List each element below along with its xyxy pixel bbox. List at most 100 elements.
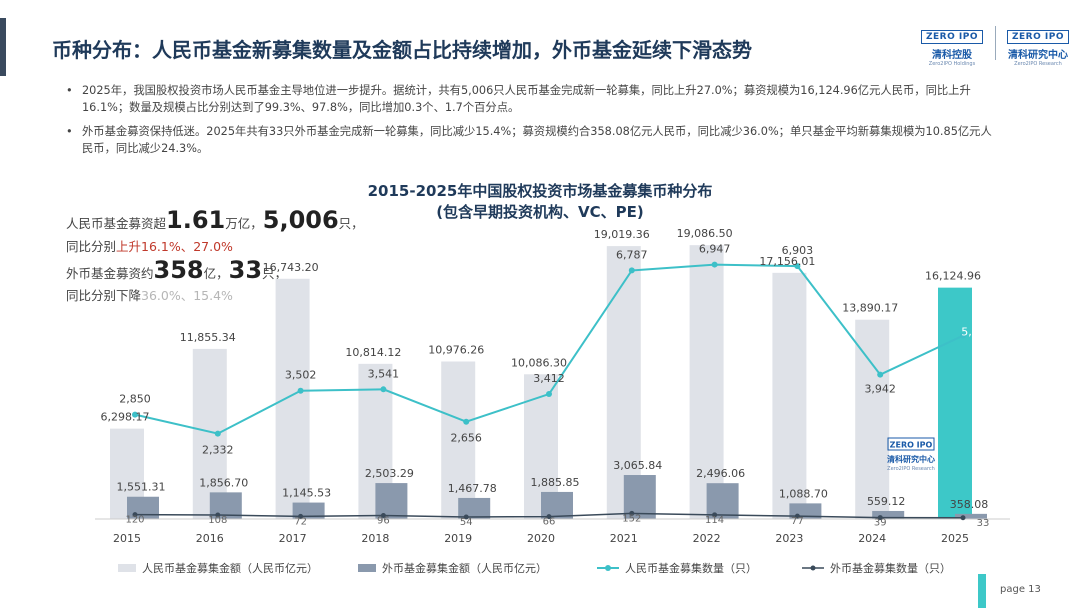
fx-count-point xyxy=(298,513,304,519)
fx-count-point xyxy=(215,512,221,518)
bullet-text: 外币基金募资保持低迷。2025年共有33只外币基金完成新一轮募集，同比减少15.… xyxy=(82,125,992,155)
rmb-count-label: 3,942 xyxy=(864,383,896,396)
bullet-text: 2025年，我国股权投资市场人民币基金主导地位进一步提升。据统计，共有5,006… xyxy=(82,84,971,114)
logo-name: 清科研究中心 xyxy=(1008,50,1068,61)
x-tick-label: 2020 xyxy=(527,532,555,545)
legend-marker-fx-count xyxy=(810,565,816,571)
fx-count-label: 54 xyxy=(460,517,473,528)
legend-label-fx-count: 外币基金募集数量（只） xyxy=(830,561,951,575)
legend-marker-rmb-count xyxy=(605,565,611,571)
rmb-amount-label: 19,019.36 xyxy=(594,228,650,241)
logo-divider xyxy=(995,26,996,60)
rmb-amount-label: 17,156.01 xyxy=(759,255,815,268)
bullet-dot: • xyxy=(66,125,73,138)
fx-amount-label: 1,145.53 xyxy=(282,487,331,500)
rmb-amount-bar xyxy=(275,278,310,519)
rmb-amount: 1.61 xyxy=(166,206,226,234)
rmb-amount-label: 19,086.50 xyxy=(677,227,733,240)
page-title: 币种分布：人民币基金新募集数量及金额占比持续增加，外币基金延续下滑态势 xyxy=(52,38,752,62)
legend-label-rmb-count: 人民币基金募集数量（只） xyxy=(625,561,757,575)
rmb-count-point xyxy=(794,263,801,270)
rmb-yoy-prefix: 同比分别 xyxy=(66,239,117,254)
rmb-amount-label: 16,743.20 xyxy=(263,261,319,274)
rmb-count-point xyxy=(960,332,966,339)
fx-count-label: 39 xyxy=(874,518,887,529)
watermark-logo-name: 清科研究中心 xyxy=(887,454,935,464)
x-tick-label: 2018 xyxy=(361,532,389,545)
bullet-item: • 外币基金募资保持低迷。2025年共有33只外币基金完成新一轮募集，同比减少1… xyxy=(66,123,996,157)
fx-amount-unit: 亿， xyxy=(203,266,229,281)
fx-amount-bar xyxy=(458,497,491,519)
fx-count-label: 77 xyxy=(791,516,804,527)
page-number: page 13 xyxy=(1000,584,1041,595)
rmb-count-point xyxy=(546,391,552,398)
x-tick-label: 2023 xyxy=(775,532,803,545)
x-tick-label: 2017 xyxy=(279,532,307,545)
fx-count-point xyxy=(132,512,138,518)
rmb-yoy-values: 上升16.1%、27.0% xyxy=(116,239,233,254)
rmb-count-label: 6,903 xyxy=(782,244,814,257)
fx-amount-label: 2,496.06 xyxy=(696,467,745,480)
rmb-amount-unit: 万亿， xyxy=(225,216,263,231)
fx-count-point xyxy=(380,512,386,518)
fx-count-label: 66 xyxy=(543,517,556,528)
fx-count-label: 152 xyxy=(622,513,641,524)
fx-amount-label: 1,088.70 xyxy=(779,487,828,500)
rmb-amount-label: 10,814.12 xyxy=(345,346,401,359)
rmb-count-label: 5,006 xyxy=(961,326,993,339)
zero2ipo-holdings-logo: ZERO IPO 清科控股 Zero2IPO Holdings xyxy=(912,24,992,67)
fx-count-unit: 只， xyxy=(262,266,288,281)
rmb-count-label: 6,947 xyxy=(699,243,731,256)
rmb-prefix: 人民币基金募资超 xyxy=(66,216,167,231)
fx-amount-label: 1,856.70 xyxy=(199,476,248,489)
watermark-logo-subtitle: Zero2IPO Research xyxy=(887,466,935,472)
rmb-count-point xyxy=(380,386,387,393)
bullet-item: • 2025年，我国股权投资市场人民币基金主导地位进一步提升。据统计，共有5,0… xyxy=(66,82,996,116)
fx-yoy-prefix: 同比分别下降 xyxy=(66,288,142,303)
rmb-count-label: 3,541 xyxy=(368,367,400,380)
rmb-amount-bar xyxy=(772,272,807,519)
fx-amount-label: 3,065.84 xyxy=(613,459,662,472)
fx-amount-label: 2,503.29 xyxy=(365,467,414,480)
fx-prefix: 外币基金募资约 xyxy=(66,266,154,281)
fx-callout: 外币基金募资约358亿，33只， xyxy=(66,256,287,284)
legend-swatch-rmb-amount xyxy=(118,564,136,572)
rmb-count-point xyxy=(628,267,635,274)
fx-count-point xyxy=(960,515,966,521)
fx-count-label: 108 xyxy=(208,515,227,526)
legend-swatch-fx-amount xyxy=(358,564,376,572)
rmb-count: 5,006 xyxy=(262,206,339,234)
fx-count-point xyxy=(712,512,718,518)
rmb-amount-label: 10,086.30 xyxy=(511,356,567,369)
x-tick-label: 2022 xyxy=(693,532,721,545)
bullet-dot: • xyxy=(66,84,73,97)
fx-count-label: 33 xyxy=(977,518,990,529)
fx-amount-bar xyxy=(375,483,408,519)
title-accent-bar xyxy=(0,18,6,76)
fx-count-point xyxy=(794,513,800,519)
fx-amount-bar xyxy=(623,475,656,519)
summary-bullets: • 2025年，我国股权投资市场人民币基金主导地位进一步提升。据统计，共有5,0… xyxy=(66,82,996,164)
fx-amount-bar xyxy=(541,491,573,519)
fx-amount-label: 1,551.31 xyxy=(117,481,166,494)
chart-title: 2015-2025年中国股权投资市场基金募集币种分布 xyxy=(367,182,713,200)
rmb-amount-bar xyxy=(606,246,641,519)
rmb-count-point xyxy=(132,411,138,418)
watermark-logo-box xyxy=(887,437,935,451)
rmb-amount-label: 13,890.17 xyxy=(842,302,898,315)
fx-yoy: 同比分别下降36.0%、15.4% xyxy=(66,285,233,304)
chart-subtitle: (包含早期投资机构、VC、PE) xyxy=(436,203,644,221)
fx-count-label: 72 xyxy=(294,516,307,527)
rmb-amount-bar xyxy=(855,319,890,519)
fx-amount: 358 xyxy=(153,256,204,284)
fx-amount-label: 1,467.78 xyxy=(448,482,497,495)
footer-accent-bar xyxy=(978,574,986,608)
rmb-count-label: 2,850 xyxy=(119,393,151,406)
rmb-amount-label: 10,976.26 xyxy=(428,344,484,357)
rmb-amount-label: 6,298.17 xyxy=(101,411,150,424)
rmb-amount-label: 11,855.34 xyxy=(180,331,236,344)
x-tick-label: 2019 xyxy=(444,532,472,545)
fx-amount-label: 358.08 xyxy=(950,498,989,511)
rmb-count-label: 2,656 xyxy=(450,432,482,445)
